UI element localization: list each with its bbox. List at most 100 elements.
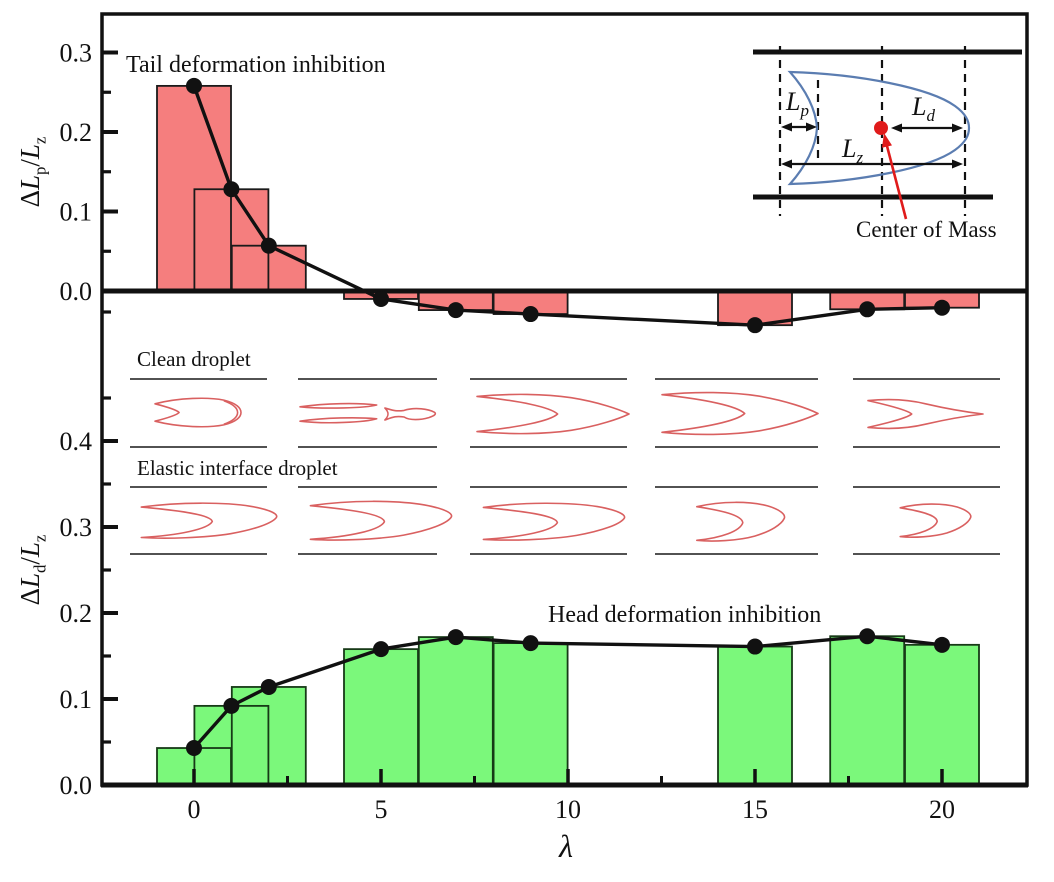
droplet-outline-fork_break [299,417,378,424]
L-symbol: L [15,144,45,160]
droplet-panel-r2c5 [853,486,1000,555]
droplet-panel-r1c3 [470,378,630,448]
marker-tail-1 [223,181,240,198]
bar-head-7 [418,637,493,785]
marker-head-1 [223,697,240,714]
marker-tail-20 [934,299,950,316]
bar-tail-9 [493,291,568,315]
y-tick-top-0.0: 0.0 [60,277,93,306]
L-symbol: L [15,174,45,191]
y-tick-top-0.1: 0.1 [60,198,93,227]
y-tick-top-0.3: 0.3 [60,39,93,68]
droplet-outline-fork_break [299,402,378,409]
droplet-outline-elastic_arrow [140,502,278,539]
marker-tail-0 [186,77,202,94]
droplet-outline-fork_closed [223,399,239,426]
y-tick-bottom-0.4: 0.4 [60,427,93,456]
marker-head-0 [186,740,202,757]
droplet-outline-fork_closed [154,397,242,428]
marker-tail-2 [260,237,277,254]
elastic-droplet-label: Elastic interface droplet [137,456,338,480]
subscript-p: p [30,166,50,175]
center-of-mass-pointer-head [882,133,892,148]
x-axis-label: λ [559,828,573,864]
droplet-strips [130,378,1000,555]
inset-Lz-arrow [781,159,963,169]
bar-tail-18 [830,291,905,310]
clean-droplet-label: Clean droplet [137,347,251,371]
marker-tail-7 [447,302,464,319]
tail-annotation: Tail deformation inhibition [126,52,386,78]
x-tick-label-5: 5 [375,795,388,824]
x-tick-label-10: 10 [555,795,581,824]
bar-tail-20 [905,291,979,308]
marker-head-2 [260,678,277,695]
droplet-outline-elastic_arrow [309,500,453,541]
center-of-mass-pointer [885,145,908,220]
inset-label-Lz: Lz [841,134,863,167]
droplet-panel-r2c1 [130,486,278,555]
x-tick-label-15: 15 [742,795,768,824]
center-of-mass-dot [874,121,888,135]
subscript-z: z [30,136,50,145]
marker-head-5 [373,641,389,658]
y-tick-bottom-0.2: 0.2 [60,599,93,628]
subscript-d: d [30,564,50,573]
panel-tail-bar-fills [157,85,979,326]
droplet-panel-r1c2 [298,378,437,448]
marker-tail-9 [522,306,539,323]
head-annotation: Head deformation inhibition [548,602,822,628]
marker-head-20 [934,636,950,653]
bar-head-15 [718,646,792,785]
marker-head-9 [522,635,539,652]
marker-tail-5 [373,290,389,307]
droplet-outline-fork_break [384,407,437,421]
droplet-panel-r1c4 [655,378,819,448]
x-tick-label-0: 0 [188,795,201,824]
inset-label-Ld: Ld [911,92,935,125]
droplet-outline-elastic_arrow [696,501,786,542]
droplet-outline-fork_long [661,391,819,436]
delta-symbol: Δ [15,588,45,606]
bar-head-9 [493,643,568,785]
y-axis-label-top: ΔLp/Lz [10,72,50,272]
marker-head-18 [859,628,876,645]
droplet-outline-elastic_arrow [482,502,626,541]
droplet-panel-r2c2 [298,486,453,555]
bar-tail-7 [418,291,493,311]
panel-head-line [186,628,950,757]
L-symbol: L [15,542,45,558]
y-tick-bottom-0.0: 0.0 [60,771,93,800]
droplet-panel-r1c5 [853,378,1000,448]
droplet-outline-fork_small [867,398,984,430]
x-tick-label-20: 20 [929,795,955,824]
delta-symbol: Δ [15,190,45,208]
droplet-panel-r2c4 [655,486,818,555]
inset-label-Lp: Lp [785,87,809,120]
subscript-z: z [30,534,50,543]
y-tick-bottom-0.3: 0.3 [60,513,93,542]
marker-head-15 [747,638,763,655]
droplet-outline-fork_long [476,393,630,435]
slash: / [15,557,45,565]
slash: / [15,159,45,167]
inset-schematic: Lp Ld Lz [753,46,1022,220]
marker-head-7 [447,629,464,646]
droplet-panel-r2c3 [470,486,627,555]
center-of-mass-label: Center of Mass [856,217,997,242]
ticks-and-tick-labels: 0 5 10 15 20 0.0 0.1 0.2 0.3 0.0 0.1 0.2 0.3 0.4 [60,39,956,825]
droplet-panel-r1c1 [130,378,267,448]
droplet-outline-elastic_arrow [899,503,972,538]
inset-droplet-outline [787,70,971,186]
panel-tail-line [186,77,950,334]
bar-head-18 [830,636,905,785]
bar-head-5 [344,649,418,785]
inset-Ld-arrow [891,123,963,133]
y-tick-bottom-0.1: 0.1 [60,685,93,714]
bar-head-20 [905,644,979,785]
y-tick-top-0.2: 0.2 [60,118,93,147]
marker-tail-15 [747,317,763,334]
marker-tail-18 [859,301,876,318]
